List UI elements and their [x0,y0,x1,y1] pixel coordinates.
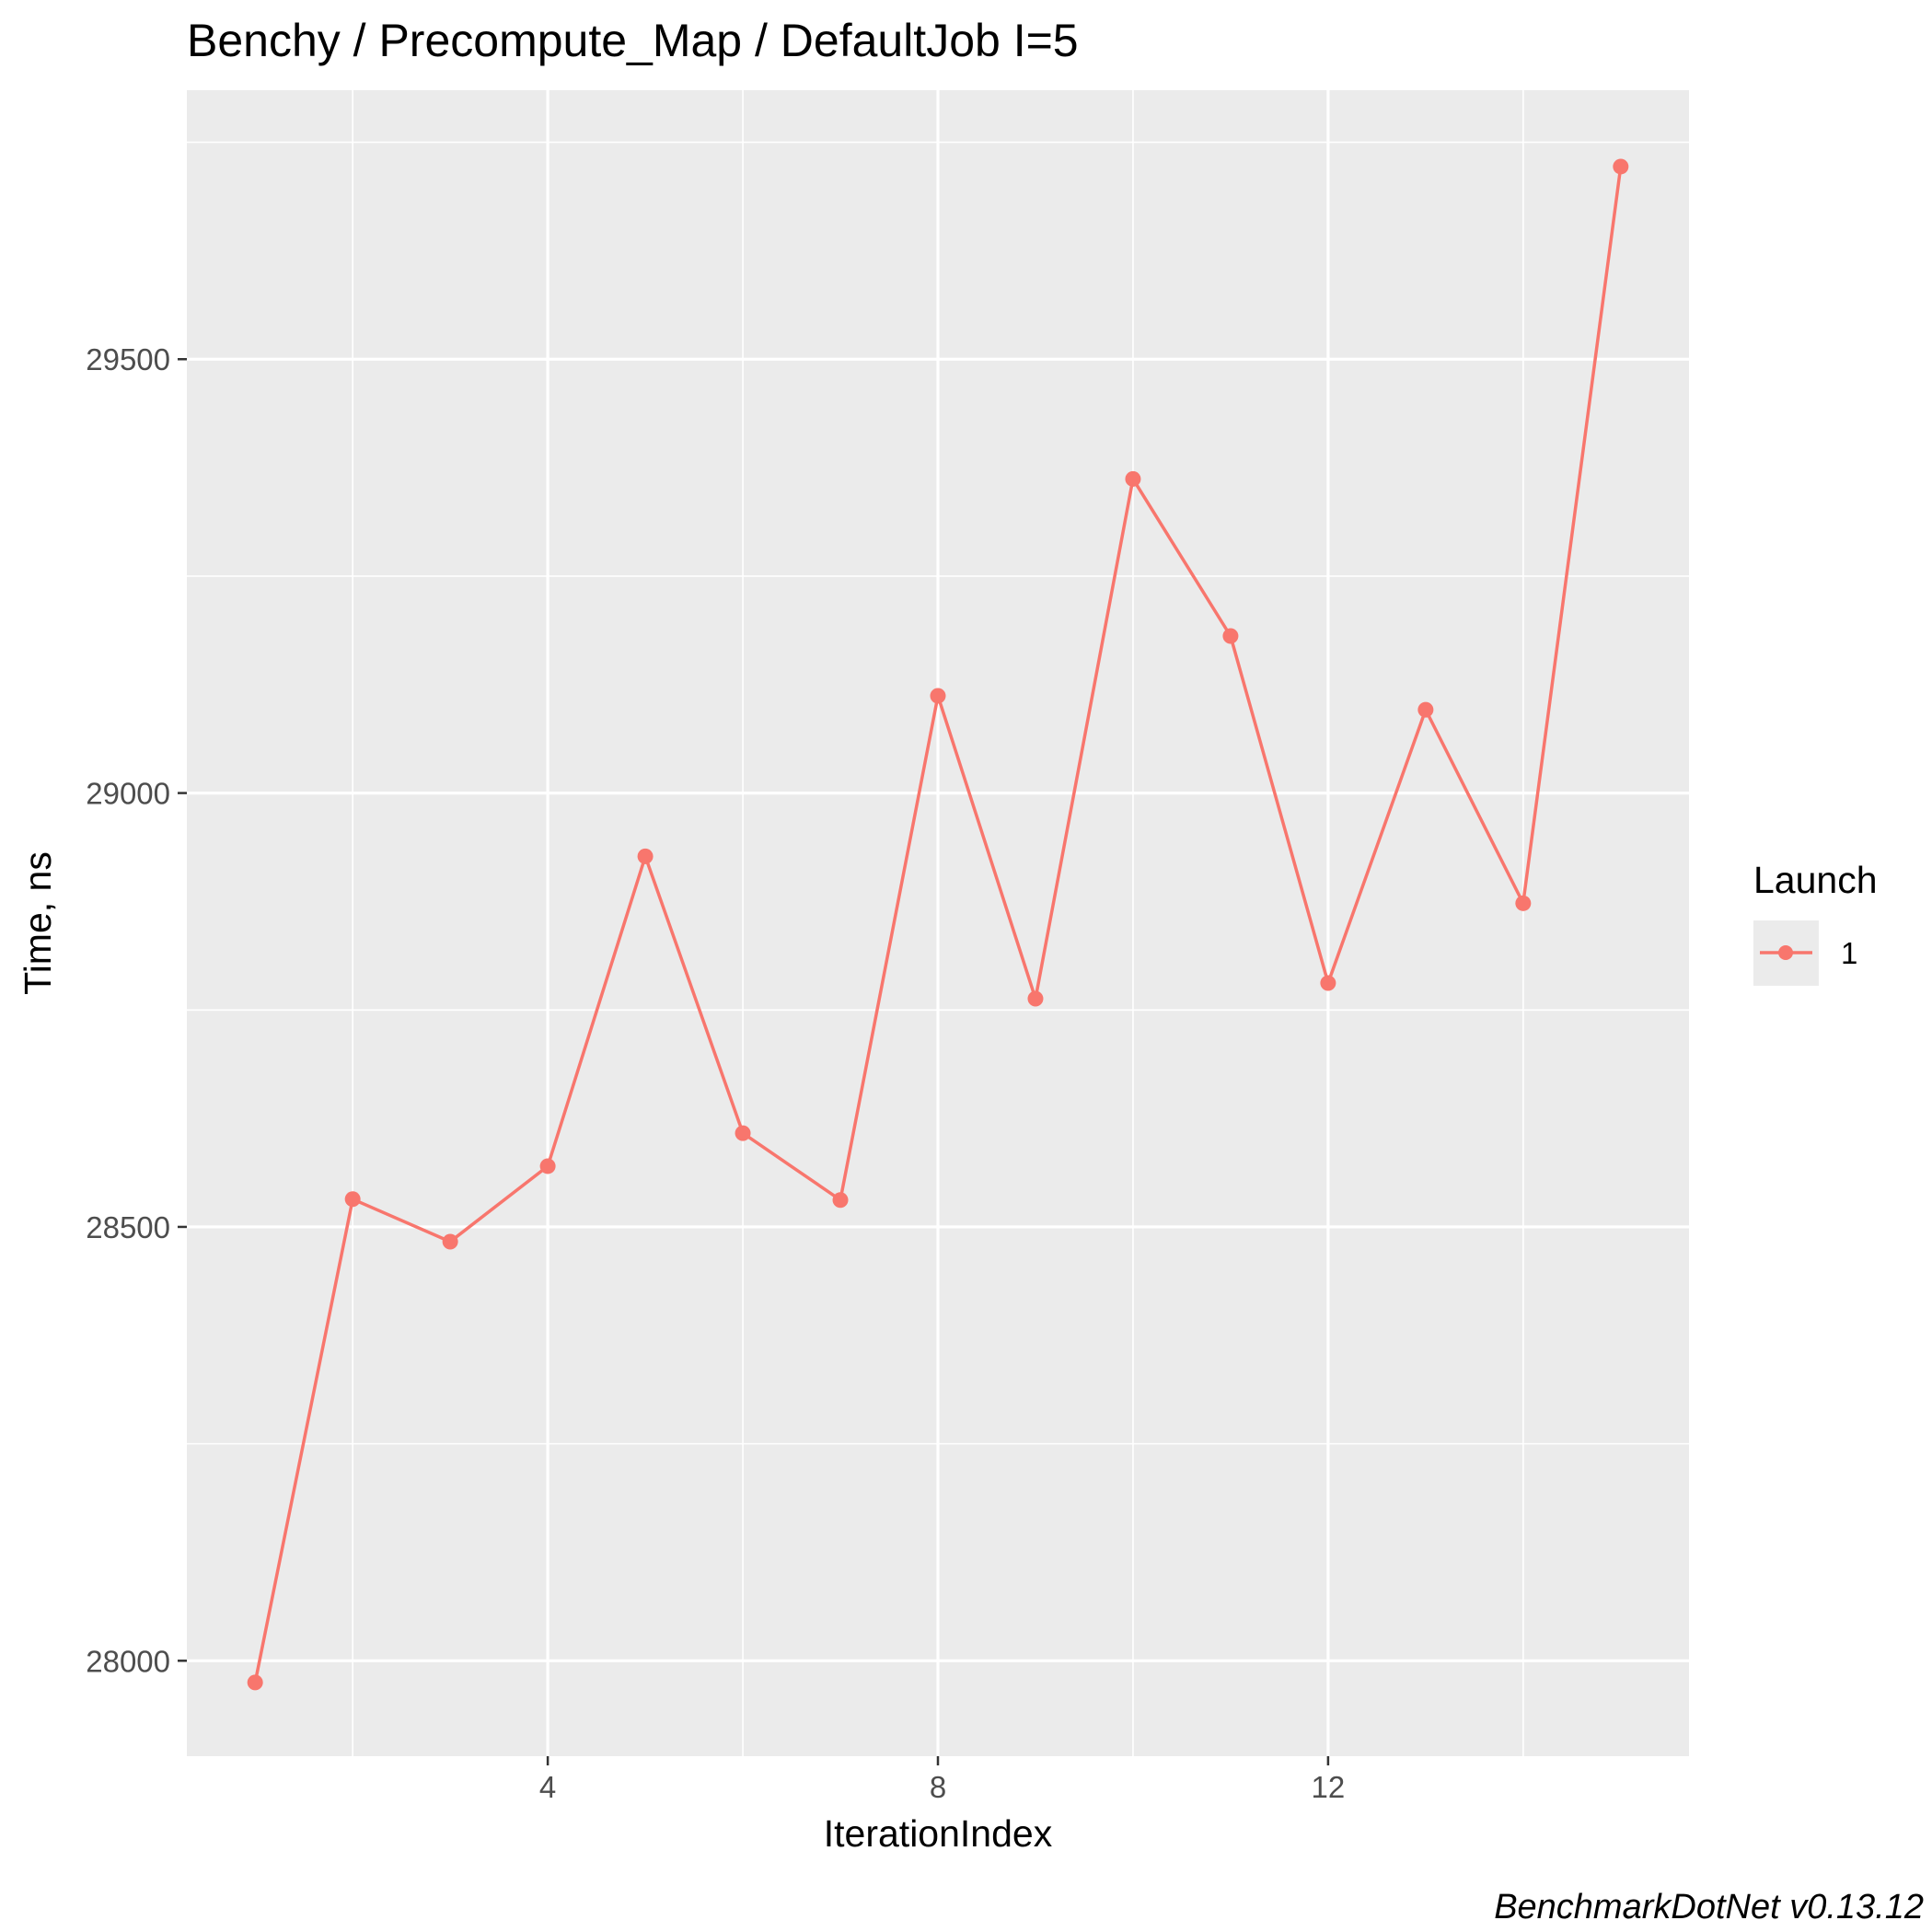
data-point [539,1158,556,1174]
data-point [1320,975,1336,991]
data-point [1515,895,1532,911]
y-tick-label: 29000 [86,777,170,811]
legend-label: 1 [1841,936,1857,970]
data-point [247,1674,263,1691]
x-axis-title: IterationIndex [824,1812,1053,1855]
data-point [1417,701,1434,718]
y-tick-label: 28000 [86,1644,170,1678]
series-layer [247,158,1629,1691]
caption: BenchmarkDotNet v0.13.12 [1494,1888,1924,1926]
y-tick-label: 28500 [86,1210,170,1244]
data-point [637,848,654,864]
y-axis: 28000 28500 29000 29500 [86,342,187,1678]
data-point [1613,158,1629,175]
data-point [442,1233,458,1250]
data-point [735,1125,751,1141]
x-tick-label: 4 [539,1770,556,1804]
legend-key-point [1778,945,1793,960]
data-point [930,688,946,704]
data-point [1222,628,1239,644]
data-point [832,1192,849,1209]
major-gridlines [187,90,1689,1756]
y-axis-title: Time, ns [17,851,59,995]
data-point [1027,990,1044,1007]
x-axis: 4 8 12 [539,1756,1345,1804]
legend-title: Launch [1753,859,1878,901]
legend: Launch 1 [1753,859,1878,986]
chart-title: Benchy / Precompute_Map / DefaultJob I=5 [187,15,1079,66]
y-tick-label: 29500 [86,342,170,376]
data-point [1125,470,1141,487]
data-point [344,1191,361,1208]
x-tick-label: 12 [1312,1770,1346,1804]
x-tick-label: 8 [930,1770,946,1804]
